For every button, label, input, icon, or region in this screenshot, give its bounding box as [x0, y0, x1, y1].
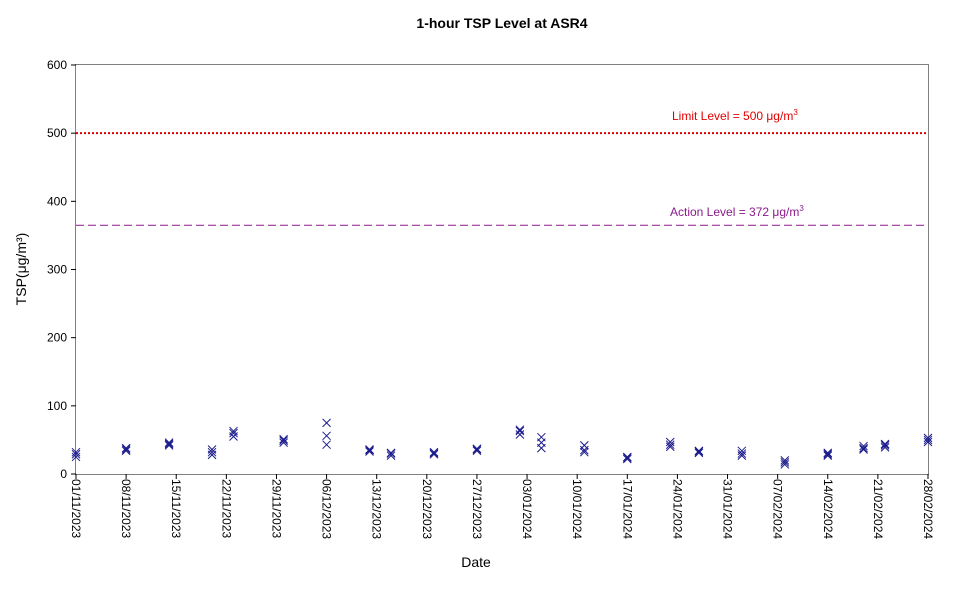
data-point-marker	[121, 443, 131, 453]
data-point-marker	[694, 448, 704, 458]
data-point-marker	[859, 445, 868, 454]
data-point-marker	[923, 437, 933, 447]
data-point-marker	[823, 448, 833, 458]
y-tick-label: 300	[47, 263, 67, 277]
x-tick-label: 15/11/2023	[169, 479, 183, 538]
data-point-marker	[121, 446, 131, 456]
data-point-marker	[365, 447, 374, 456]
x-tick-label: 08/11/2023	[119, 479, 133, 538]
data-point-marker	[579, 441, 589, 450]
data-point-marker	[737, 446, 747, 456]
data-point-marker	[164, 438, 174, 447]
data-point-marker	[71, 447, 81, 457]
data-point-marker	[515, 425, 525, 435]
data-point-marker	[823, 449, 833, 459]
limit-level-label: Limit Level = 500 μg/m3	[672, 108, 798, 123]
x-tick-label: 10/01/2024	[570, 479, 584, 539]
data-point-marker	[429, 447, 439, 457]
data-point-marker	[780, 458, 790, 467]
x-tick-label: 24/01/2024	[670, 479, 684, 539]
y-tick-label: 400	[47, 194, 67, 208]
data-point-marker	[279, 436, 288, 445]
x-tick-label: 29/11/2023	[269, 479, 283, 538]
data-point-marker	[823, 451, 833, 460]
x-tick-label: 22/11/2023	[219, 479, 233, 538]
data-point-marker	[579, 447, 589, 457]
x-tick-label: 27/12/2023	[470, 479, 484, 539]
data-point-marker	[229, 428, 238, 438]
data-point-marker	[229, 426, 238, 436]
x-tick-label: 01/11/2023	[69, 479, 83, 538]
y-tick-label: 500	[47, 126, 67, 140]
data-point-marker	[880, 439, 890, 449]
x-tick-label: 14/02/2024	[821, 479, 835, 539]
data-point-marker	[923, 433, 933, 443]
x-tick-label: 07/02/2024	[771, 479, 785, 539]
data-point-marker	[859, 443, 868, 453]
x-tick-label: 20/12/2023	[420, 479, 434, 539]
x-tick-label: 21/02/2024	[871, 479, 885, 539]
data-point-marker	[386, 448, 396, 458]
data-point-marker	[322, 440, 331, 450]
x-tick-label: 31/01/2024	[721, 479, 735, 539]
data-point-marker	[537, 432, 546, 442]
data-point-marker	[386, 451, 396, 460]
data-point-marker	[71, 449, 81, 459]
data-point-marker	[665, 437, 675, 447]
y-tick-label: 600	[47, 58, 67, 72]
data-point-marker	[322, 431, 331, 441]
data-point-marker	[694, 446, 704, 456]
data-point-marker	[780, 456, 790, 465]
x-tick-label: 28/02/2024	[921, 479, 935, 539]
action-level-label: Action Level = 372 μg/m3	[670, 204, 804, 219]
data-point-marker	[737, 449, 747, 458]
data-point-marker	[429, 449, 439, 459]
data-point-marker	[472, 444, 482, 454]
plot-area	[75, 64, 929, 475]
data-point-marker	[207, 445, 217, 454]
data-point-marker	[665, 440, 675, 450]
data-point-marker	[780, 460, 790, 469]
x-tick-label: 03/01/2024	[520, 479, 534, 539]
data-point-marker	[622, 452, 632, 462]
data-point-marker	[164, 441, 174, 450]
data-point-marker	[515, 426, 525, 436]
data-point-marker	[859, 441, 868, 451]
data-point-marker	[472, 446, 482, 456]
x-tick-label: 06/12/2023	[320, 479, 334, 539]
x-axis-title: Date	[461, 554, 491, 570]
y-axis-title: TSP(μg/m³)	[13, 233, 29, 306]
y-axis: 0 100 200 300 400 500 600	[47, 58, 76, 481]
data-point-marker	[322, 418, 331, 428]
data-point-marker	[207, 447, 217, 457]
x-tick-label: 13/12/2023	[370, 479, 384, 539]
data-point-marker	[622, 454, 632, 464]
data-point-marker	[164, 439, 174, 449]
data-points	[71, 418, 933, 469]
data-point-marker	[279, 434, 288, 444]
data-point-marker	[121, 445, 131, 454]
data-point-marker	[365, 445, 374, 454]
chart-title: 1-hour TSP Level at ASR4	[416, 15, 587, 31]
data-point-marker	[880, 443, 890, 452]
y-tick-label: 100	[47, 399, 67, 413]
x-axis: 01/11/2023 08/11/2023 15/11/2023 22/11/2023…	[69, 474, 935, 539]
data-point-marker	[923, 435, 933, 445]
x-tick-label: 17/01/2024	[620, 479, 634, 539]
data-point-marker	[279, 438, 288, 447]
y-tick-label: 200	[47, 331, 67, 345]
y-tick-label: 0	[60, 467, 67, 481]
data-point-marker	[880, 441, 890, 450]
